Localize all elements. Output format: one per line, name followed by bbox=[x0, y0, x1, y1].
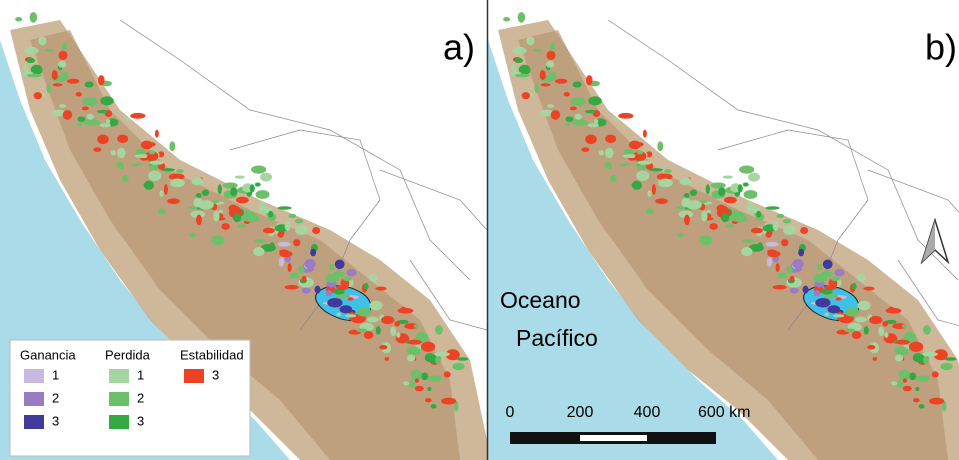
legend-title: Estabilidad bbox=[180, 347, 244, 362]
legend-swatch bbox=[24, 369, 44, 383]
legend-label: 1 bbox=[52, 367, 59, 382]
scale-label: 600 km bbox=[698, 404, 750, 421]
legend-swatch bbox=[109, 392, 129, 406]
scale-label: 200 bbox=[567, 404, 594, 421]
scale-label: 400 bbox=[634, 404, 661, 421]
panel-b bbox=[488, 0, 959, 460]
ocean-label: Pacífico bbox=[516, 325, 598, 351]
legend-label: 1 bbox=[137, 367, 144, 382]
legend: Ganancia 1 2 3 Perdida 1 2 3 Estabilidad 3 bbox=[10, 340, 250, 456]
panel-label: a) bbox=[443, 27, 475, 68]
legend-swatch bbox=[24, 392, 44, 406]
panel-label: b) bbox=[925, 27, 957, 68]
legend-swatch bbox=[184, 369, 204, 383]
ocean-label: Oceano bbox=[500, 287, 581, 313]
legend-swatch bbox=[109, 415, 129, 429]
legend-swatch bbox=[24, 415, 44, 429]
legend-label: 3 bbox=[137, 413, 144, 428]
legend-label: 2 bbox=[52, 390, 59, 405]
legend-swatch bbox=[109, 369, 129, 383]
map-b bbox=[488, 0, 959, 460]
legend-title: Ganancia bbox=[20, 347, 76, 362]
legend-label: 3 bbox=[52, 413, 59, 428]
map-figure: a) b) Oceano Pacífico Ganancia 1 2 3 Perdida… bbox=[0, 0, 959, 460]
scale-label: 0 bbox=[506, 404, 515, 421]
legend-label: 3 bbox=[212, 367, 219, 382]
legend-label: 2 bbox=[137, 390, 144, 405]
legend-title: Perdida bbox=[105, 347, 151, 362]
